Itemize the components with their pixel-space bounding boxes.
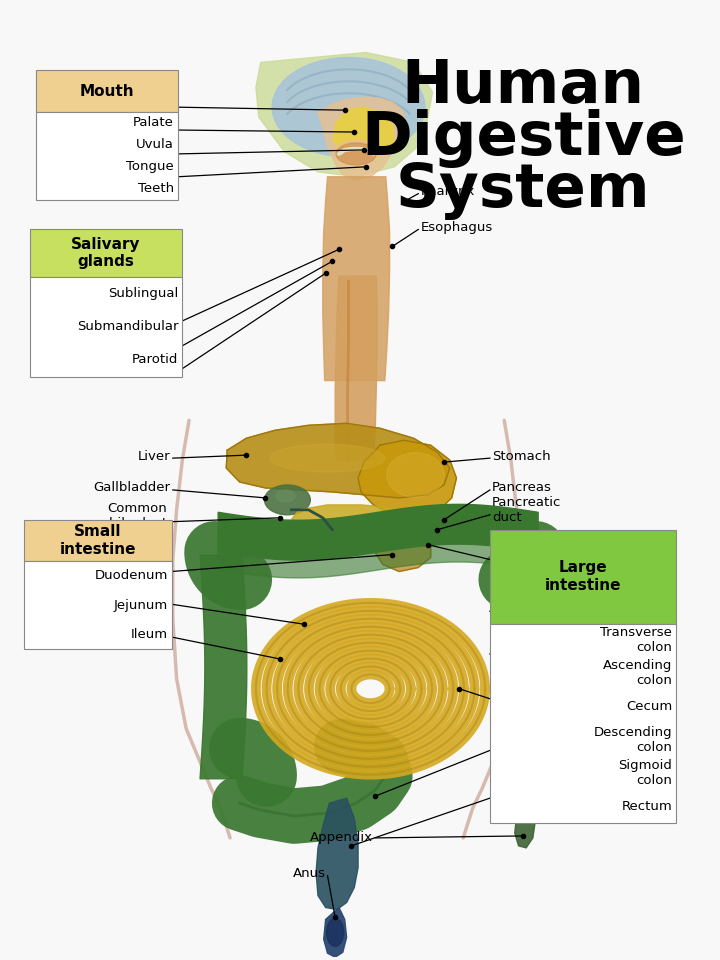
Text: Stomach: Stomach (492, 449, 550, 463)
Text: Pharynx: Pharynx (421, 185, 475, 198)
Text: Teeth: Teeth (138, 182, 174, 195)
Text: Rectum: Rectum (621, 800, 672, 813)
Text: Ascending
colon: Ascending colon (603, 660, 672, 687)
FancyBboxPatch shape (24, 519, 172, 562)
Text: Jejunum: Jejunum (114, 598, 169, 611)
Polygon shape (316, 798, 358, 909)
Ellipse shape (507, 768, 559, 808)
Text: Uvula: Uvula (136, 138, 174, 152)
FancyBboxPatch shape (36, 111, 178, 200)
Text: Palate: Palate (133, 116, 174, 130)
Polygon shape (324, 907, 346, 957)
Text: System: System (396, 161, 651, 220)
Ellipse shape (276, 490, 295, 502)
Text: Parotid: Parotid (132, 353, 179, 367)
Text: Salivary
glands: Salivary glands (71, 237, 140, 269)
Ellipse shape (516, 774, 549, 799)
FancyBboxPatch shape (30, 229, 182, 276)
Text: Transverse
colon: Transverse colon (600, 626, 672, 654)
Ellipse shape (264, 485, 310, 515)
FancyBboxPatch shape (36, 70, 178, 111)
Text: Anus: Anus (292, 867, 325, 880)
FancyBboxPatch shape (490, 530, 676, 624)
Text: Large
intestine: Large intestine (545, 561, 621, 593)
Polygon shape (336, 140, 375, 165)
Text: Pancreas: Pancreas (492, 482, 552, 494)
Text: Tongue: Tongue (126, 160, 174, 173)
Text: Appendix: Appendix (310, 831, 374, 845)
Polygon shape (515, 798, 536, 848)
Text: Gallbladder: Gallbladder (93, 482, 170, 494)
Polygon shape (323, 177, 390, 380)
Text: Ileum: Ileum (131, 628, 168, 641)
Text: Liver: Liver (138, 449, 170, 463)
FancyBboxPatch shape (24, 562, 172, 649)
Text: Jejunum: Jejunum (114, 599, 168, 612)
Text: Submandibular: Submandibular (77, 320, 179, 333)
Polygon shape (358, 441, 456, 517)
Text: Digestive: Digestive (361, 109, 685, 168)
Text: Common
bile duct: Common bile duct (107, 502, 167, 530)
Polygon shape (256, 53, 433, 177)
Text: Duodenum: Duodenum (94, 569, 168, 583)
Text: Human: Human (402, 58, 645, 116)
FancyBboxPatch shape (490, 624, 676, 823)
Ellipse shape (336, 143, 377, 165)
Text: Sublingual: Sublingual (108, 287, 179, 300)
Text: Esophagus: Esophagus (421, 221, 493, 234)
Text: Small
intestine: Small intestine (60, 524, 136, 557)
Text: Duodenum: Duodenum (96, 565, 169, 578)
Text: Mouth: Mouth (80, 84, 134, 99)
Ellipse shape (270, 444, 384, 472)
Text: Cecum: Cecum (626, 700, 672, 713)
Text: Ileum: Ileum (132, 631, 169, 643)
FancyBboxPatch shape (30, 276, 182, 376)
Text: Sigmoid
colon: Sigmoid colon (618, 759, 672, 787)
Polygon shape (291, 505, 450, 538)
Polygon shape (333, 108, 395, 160)
Polygon shape (336, 276, 377, 460)
Polygon shape (226, 423, 450, 498)
Ellipse shape (272, 58, 425, 156)
Polygon shape (318, 97, 406, 180)
Text: Descending
colon: Descending colon (594, 726, 672, 754)
Ellipse shape (327, 919, 343, 947)
Text: Pancreatic
duct: Pancreatic duct (492, 495, 561, 524)
Ellipse shape (387, 453, 444, 497)
Polygon shape (374, 515, 431, 571)
